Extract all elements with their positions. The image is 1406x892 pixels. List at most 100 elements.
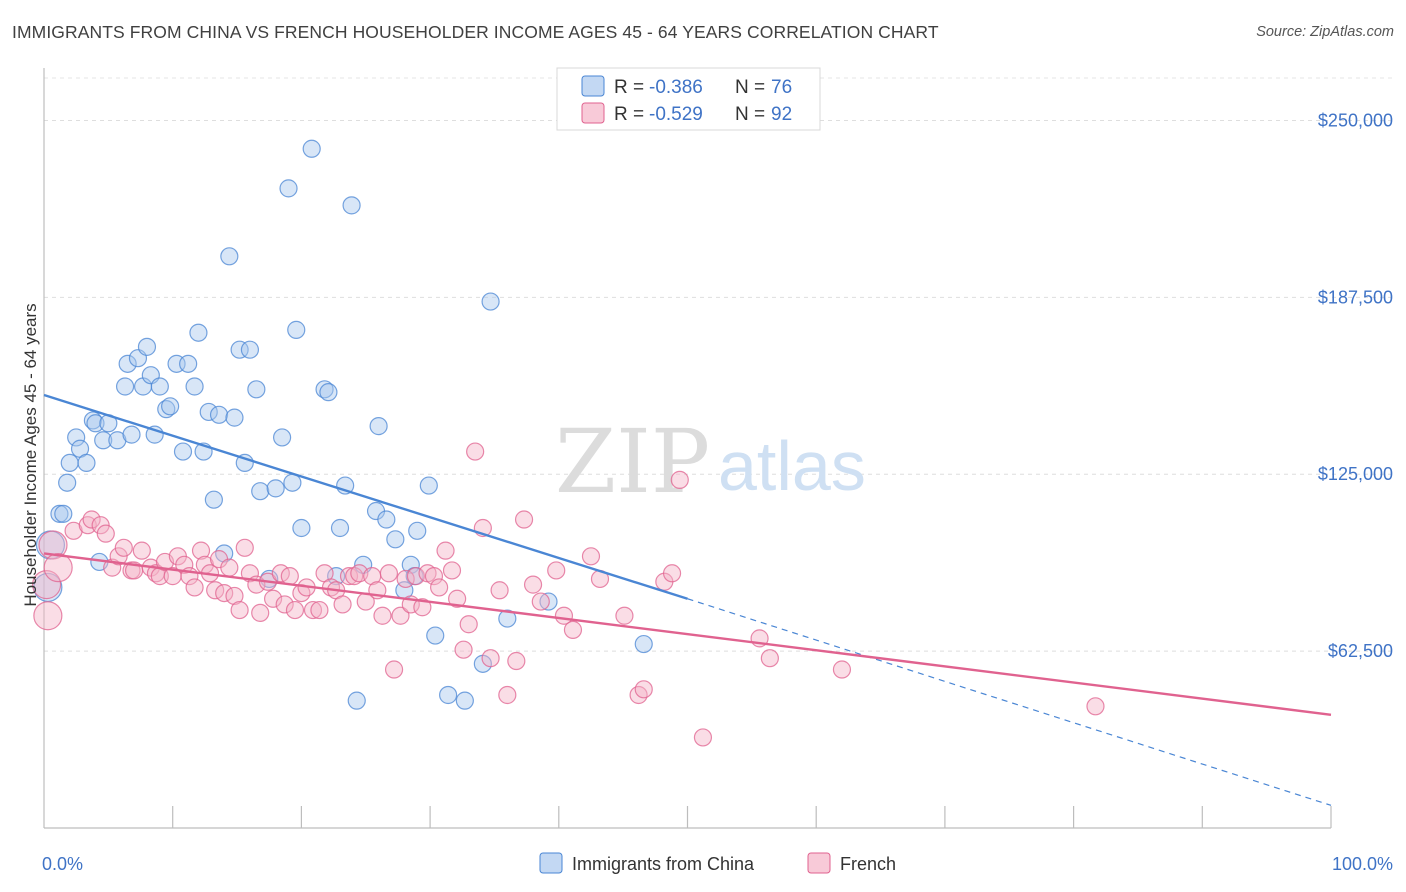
- watermark-atlas: atlas: [718, 427, 866, 505]
- trend-lines: [43, 393, 1332, 806]
- point-china-46: [279, 179, 298, 198]
- point-china-72: [481, 292, 500, 311]
- series-legend: Immigrants from China French: [539, 852, 896, 874]
- point-china-70: [455, 691, 474, 710]
- point-french-69: [442, 561, 462, 580]
- axes: [43, 68, 1332, 829]
- point-french-24: [191, 541, 211, 560]
- point-french-14: [132, 541, 151, 560]
- point-french-64: [413, 598, 432, 617]
- point-french-63: [406, 567, 426, 586]
- point-french-51: [339, 567, 359, 586]
- point-china-6: [67, 428, 86, 447]
- trend-line-china: [43, 393, 688, 600]
- legend-swatch-china: [581, 75, 605, 97]
- point-french-92: [670, 470, 689, 489]
- x-tick-label-end: 100.0%: [1332, 854, 1393, 874]
- point-china-45: [272, 428, 292, 447]
- point-china-4: [58, 473, 77, 492]
- point-china-35: [215, 544, 234, 563]
- legend-r-value-china: -0.386: [649, 77, 703, 98]
- y-axis-title: Householder Income Ages 45 - 64 years: [21, 303, 40, 606]
- point-french-2: [38, 530, 68, 560]
- point-china-74: [539, 592, 558, 611]
- y-tick-label-2: $187,500: [1318, 287, 1393, 307]
- point-french-45: [303, 600, 323, 620]
- point-french-93: [693, 728, 713, 747]
- point-french-75: [481, 649, 500, 668]
- point-french-3: [43, 553, 73, 583]
- legend: R = -0.386 N = 76 R = -0.529 N = 92: [556, 67, 821, 131]
- point-french-31: [225, 586, 244, 606]
- point-french-91: [662, 564, 682, 583]
- point-french-23: [185, 578, 204, 597]
- point-china-3: [54, 504, 73, 523]
- point-french-66: [424, 567, 444, 586]
- point-french-88: [629, 685, 648, 705]
- point-french-79: [514, 510, 534, 529]
- point-french-30: [220, 558, 239, 577]
- point-china-66: [408, 521, 427, 540]
- point-china-34: [209, 405, 229, 424]
- point-china-53: [327, 567, 346, 586]
- y-tick-labels: $62,500 $125,000 $187,500 $250,000: [1318, 110, 1393, 661]
- point-french-85: [581, 547, 601, 566]
- point-china-33: [204, 490, 223, 509]
- point-china-64: [401, 555, 420, 574]
- legend-swatch-french: [581, 102, 605, 124]
- y-tick-label-0: $62,500: [1328, 641, 1393, 661]
- point-china-10: [86, 414, 105, 433]
- point-french-72: [459, 615, 478, 634]
- legend-n-value-china: 76: [771, 77, 792, 98]
- point-french-71: [454, 640, 473, 659]
- point-china-42: [251, 482, 270, 501]
- point-china-61: [377, 510, 396, 529]
- point-french-80: [523, 575, 543, 594]
- point-french-34: [240, 564, 260, 583]
- point-french-82: [547, 561, 566, 580]
- point-french-84: [563, 620, 583, 639]
- source-credit: Source: ZipAtlas.com: [1256, 24, 1394, 40]
- point-china-8: [77, 453, 96, 473]
- point-china-68: [426, 626, 445, 645]
- point-french-50: [333, 595, 352, 614]
- point-french-0: [31, 570, 62, 600]
- point-china-2: [50, 504, 69, 523]
- x-tick-label-start: 0.0%: [42, 854, 83, 874]
- legend-r-label-french: R =: [614, 104, 644, 125]
- point-china-15: [115, 377, 135, 396]
- point-french-8: [96, 524, 115, 543]
- series-label-french: French: [840, 854, 896, 874]
- point-china-5: [60, 453, 79, 473]
- point-french-41: [280, 567, 299, 586]
- point-french-59: [384, 660, 404, 679]
- point-french-97: [1086, 697, 1105, 716]
- point-china-54: [330, 518, 350, 538]
- series-swatch-china: [539, 852, 563, 874]
- legend-n-label-french: N =: [735, 104, 765, 125]
- point-french-42: [285, 600, 305, 620]
- point-french-89: [634, 680, 653, 699]
- point-china-73: [498, 609, 517, 628]
- point-china-67: [419, 476, 438, 495]
- point-china-40: [240, 340, 260, 359]
- point-french-77: [498, 685, 517, 705]
- point-french-38: [263, 589, 283, 608]
- point-china-44: [266, 479, 285, 498]
- point-china-27: [173, 442, 193, 461]
- point-china-17: [122, 425, 141, 444]
- point-french-6: [82, 510, 101, 529]
- point-french-60: [391, 606, 410, 625]
- point-french-67: [430, 578, 449, 597]
- point-french-95: [760, 649, 779, 668]
- point-china-32: [199, 402, 218, 422]
- point-french-36: [251, 603, 270, 623]
- point-french-78: [507, 651, 526, 671]
- point-china-29: [185, 377, 204, 396]
- point-china-20: [137, 337, 157, 356]
- point-china-9: [83, 411, 103, 430]
- point-china-41: [247, 380, 266, 399]
- point-china-60: [369, 417, 388, 436]
- point-china-49: [292, 518, 311, 538]
